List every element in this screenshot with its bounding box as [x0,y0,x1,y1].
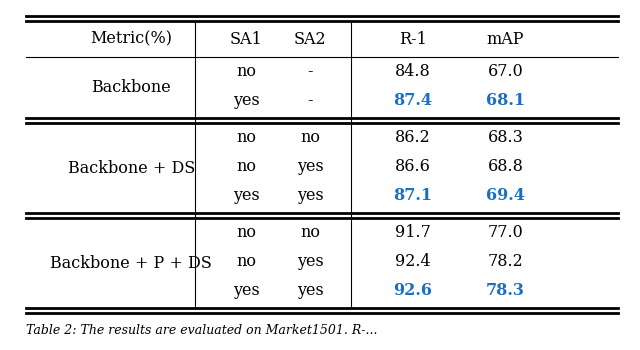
Text: yes: yes [297,187,324,204]
Text: no: no [236,253,257,270]
Text: Backbone: Backbone [92,79,171,96]
Text: 84.8: 84.8 [395,63,431,80]
Text: yes: yes [233,187,260,204]
Text: no: no [236,129,257,146]
Text: yes: yes [297,282,324,299]
Text: 91.7: 91.7 [395,224,431,241]
Text: 77.0: 77.0 [488,224,524,241]
Text: 78.3: 78.3 [486,282,525,299]
Text: no: no [300,224,321,241]
Text: 92.4: 92.4 [395,253,431,270]
Text: Backbone + DS: Backbone + DS [68,160,195,177]
Text: 86.6: 86.6 [395,158,431,175]
Text: R-1: R-1 [399,30,427,48]
Text: Table 2: The results are evaluated on Market1501. R-...: Table 2: The results are evaluated on Ma… [26,324,377,337]
Text: 86.2: 86.2 [395,129,431,146]
Text: SA2: SA2 [294,30,326,48]
Text: 69.4: 69.4 [486,187,525,204]
Text: Metric(%): Metric(%) [90,30,172,48]
Text: yes: yes [233,282,260,299]
Text: no: no [236,158,257,175]
Text: 68.3: 68.3 [488,129,524,146]
Text: no: no [236,224,257,241]
Text: -: - [308,63,313,80]
Text: -: - [308,92,313,110]
Text: SA1: SA1 [230,30,263,48]
Text: 68.1: 68.1 [486,92,525,110]
Text: yes: yes [233,92,260,110]
Text: 78.2: 78.2 [488,253,524,270]
Text: yes: yes [297,158,324,175]
Text: 87.1: 87.1 [393,187,433,204]
Text: no: no [236,63,257,80]
Text: no: no [300,129,321,146]
Text: 92.6: 92.6 [394,282,432,299]
Text: 67.0: 67.0 [488,63,524,80]
Text: 87.4: 87.4 [394,92,432,110]
Text: 68.8: 68.8 [488,158,524,175]
Text: yes: yes [297,253,324,270]
Text: mAP: mAP [487,30,524,48]
Text: Backbone + P + DS: Backbone + P + DS [51,254,212,272]
